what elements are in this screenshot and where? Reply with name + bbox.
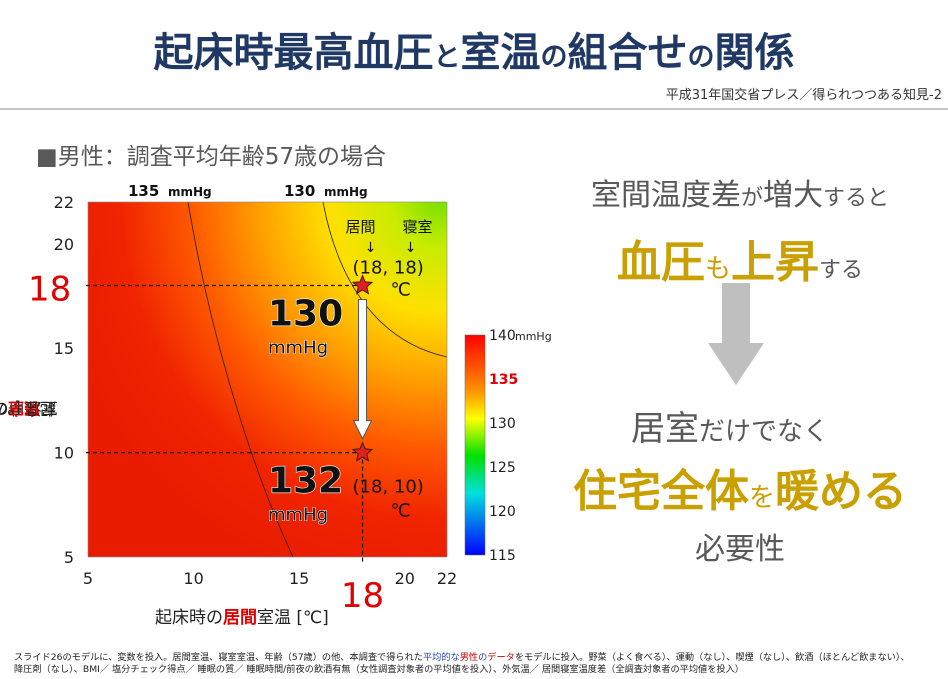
message-line-4: 住宅全体を暖める <box>572 466 907 517</box>
contour-label-130: 130 <box>284 182 315 200</box>
x-tick-label: 20 <box>395 569 415 588</box>
x-tick-label: 15 <box>289 569 309 588</box>
colorbar-unit: mmHg <box>515 330 552 343</box>
title-divider <box>0 108 948 110</box>
room-arrow-bedroom: ↓ <box>405 240 417 256</box>
contour-label-135: 135 <box>128 182 159 200</box>
y-tick-label: 5 <box>64 548 74 567</box>
message-line-5: 必要性 <box>695 532 785 567</box>
colorbar-tick: 140 <box>489 328 516 344</box>
x-axis-label: 起床時の居間室温 [℃] <box>155 608 329 628</box>
data-point-star-18-18 <box>351 274 374 295</box>
room-label-living: 居間 <box>346 218 376 236</box>
colorbar-tick: 130 <box>489 416 516 432</box>
room-label-bedroom: 寝室 <box>403 218 433 236</box>
x-tick-label: 5 <box>83 569 93 588</box>
y-tick-label: 15 <box>54 339 74 358</box>
y-tick-label: 10 <box>54 444 74 463</box>
point-value-130: 130 <box>268 294 343 335</box>
message-line-2: 血圧も上昇する <box>616 237 864 288</box>
point-unit-132: mmHg <box>268 505 328 526</box>
x-tick-label: 10 <box>183 569 203 588</box>
point-deg-130: ℃ <box>391 280 411 301</box>
data-point-star-18-10 <box>351 441 374 462</box>
y-highlight-value: 18 <box>28 270 71 310</box>
room-arrow-living: ↓ <box>365 240 377 256</box>
contour-unit-130: mmHg <box>324 185 368 199</box>
source-note: 平成31年国交省プレス／得られつつある知見-2 <box>665 88 942 103</box>
down-arrow-icon <box>708 283 764 385</box>
point-value-132: 132 <box>268 461 343 502</box>
point-coords-130: (18, 18) <box>353 258 424 279</box>
colorbar-tick: 115 <box>489 548 516 564</box>
x-tick-label: 22 <box>437 569 457 588</box>
plot-frame <box>87 201 448 558</box>
slide-title: 起床時最高血圧と室温の組合せの関係 <box>153 30 795 76</box>
contour-line-135 <box>187 201 294 558</box>
colorbar-tick: 125 <box>489 460 516 476</box>
y-tick-label: 22 <box>54 193 74 212</box>
colorbar <box>464 334 486 556</box>
x-highlight-value: 18 <box>341 576 384 610</box>
point-unit-130: mmHg <box>268 338 328 359</box>
footnote: スライド26のモデルに、変数を投入。居間室温、寝室室温、年齢（57歳）の他、本調… <box>14 652 910 675</box>
colorbar-tick: 120 <box>489 504 516 520</box>
change-arrow-icon <box>352 299 373 440</box>
message-line-3: 居室だけでなく <box>630 409 829 449</box>
colorbar-tick: 135 <box>489 372 518 388</box>
contour-unit-135: mmHg <box>168 185 212 199</box>
y-tick-label: 20 <box>54 235 74 254</box>
heatmap-chart: 135 mmHg 130 mmHg 5 10 15 20 22 5 10 15 20 22 18 18 130 m… <box>28 182 552 610</box>
point-deg-132: ℃ <box>391 501 411 522</box>
subtitle: ■男性：調査平均年齢57歳の場合 <box>36 144 386 170</box>
point-coords-132: (18, 10) <box>353 477 424 498</box>
message-line-1: 室間温度差が増大すると <box>590 178 890 213</box>
